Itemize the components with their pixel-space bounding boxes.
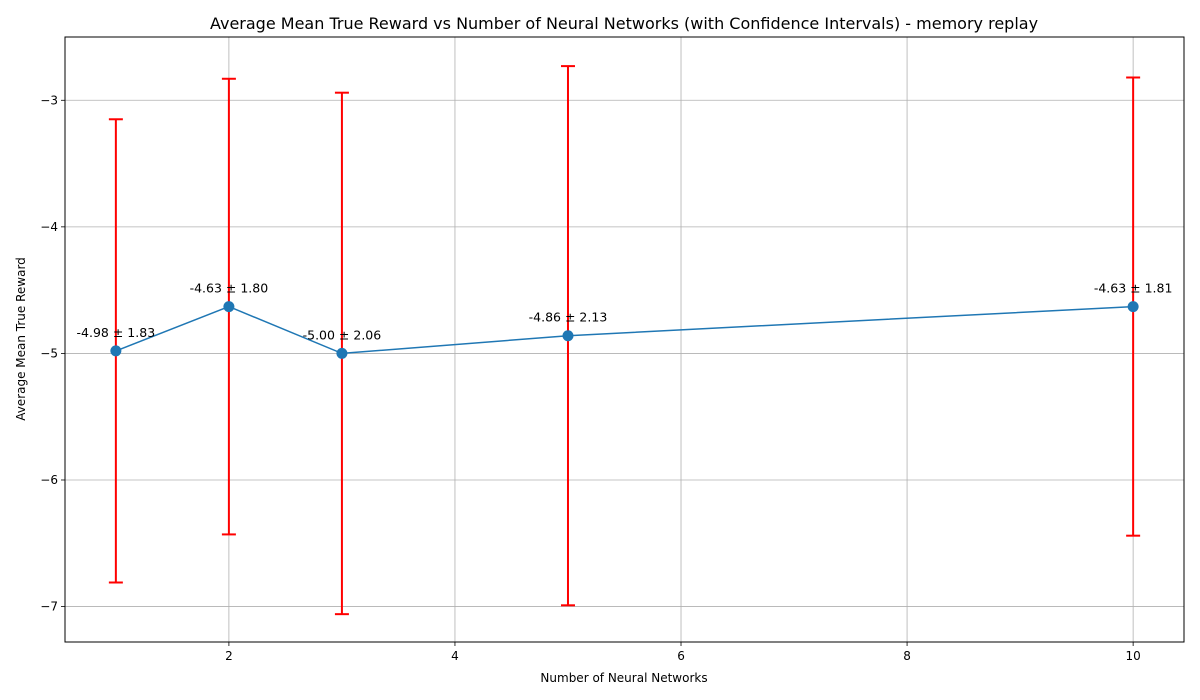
y-tick-label: −3 — [40, 93, 58, 107]
x-tick-label: 8 — [903, 649, 911, 663]
y-axis-label: Average Mean True Reward — [14, 257, 28, 421]
data-point — [336, 347, 348, 359]
x-tick-label: 2 — [225, 649, 233, 663]
x-axis: 2 4 6 8 10 — [225, 642, 1141, 663]
x-tick-label: 10 — [1125, 649, 1140, 663]
chart-title: Average Mean True Reward vs Number of Ne… — [210, 14, 1038, 33]
y-tick-label: −4 — [40, 220, 58, 234]
y-tick-label: −6 — [40, 473, 58, 487]
data-label: -4.86 ± 2.13 — [529, 310, 608, 325]
data-point — [110, 345, 122, 357]
x-axis-label: Number of Neural Networks — [540, 671, 707, 685]
data-label: -4.63 ± 1.80 — [190, 281, 269, 296]
series-line — [115, 305, 1134, 355]
x-tick-label: 6 — [677, 649, 685, 663]
data-label: -5.00 ± 2.06 — [303, 327, 382, 342]
data-point — [562, 330, 574, 342]
data-point — [1127, 301, 1139, 313]
plot-frame — [64, 36, 1185, 643]
grid — [65, 37, 1184, 642]
x-tick-label: 4 — [451, 649, 459, 663]
y-axis: −3 −4 −5 −6 −7 — [40, 93, 65, 614]
y-tick-label: −5 — [40, 346, 58, 360]
data-points — [110, 301, 1139, 359]
y-tick-label: −7 — [40, 600, 58, 614]
error-bars — [108, 65, 1141, 616]
data-point — [223, 301, 235, 313]
data-label: -4.63 ± 1.81 — [1094, 281, 1173, 296]
data-label: -4.98 ± 1.83 — [77, 325, 156, 340]
annotations: -4.98 ± 1.83 -4.63 ± 1.80 -5.00 ± 2.06 -4.8… — [77, 281, 1173, 343]
